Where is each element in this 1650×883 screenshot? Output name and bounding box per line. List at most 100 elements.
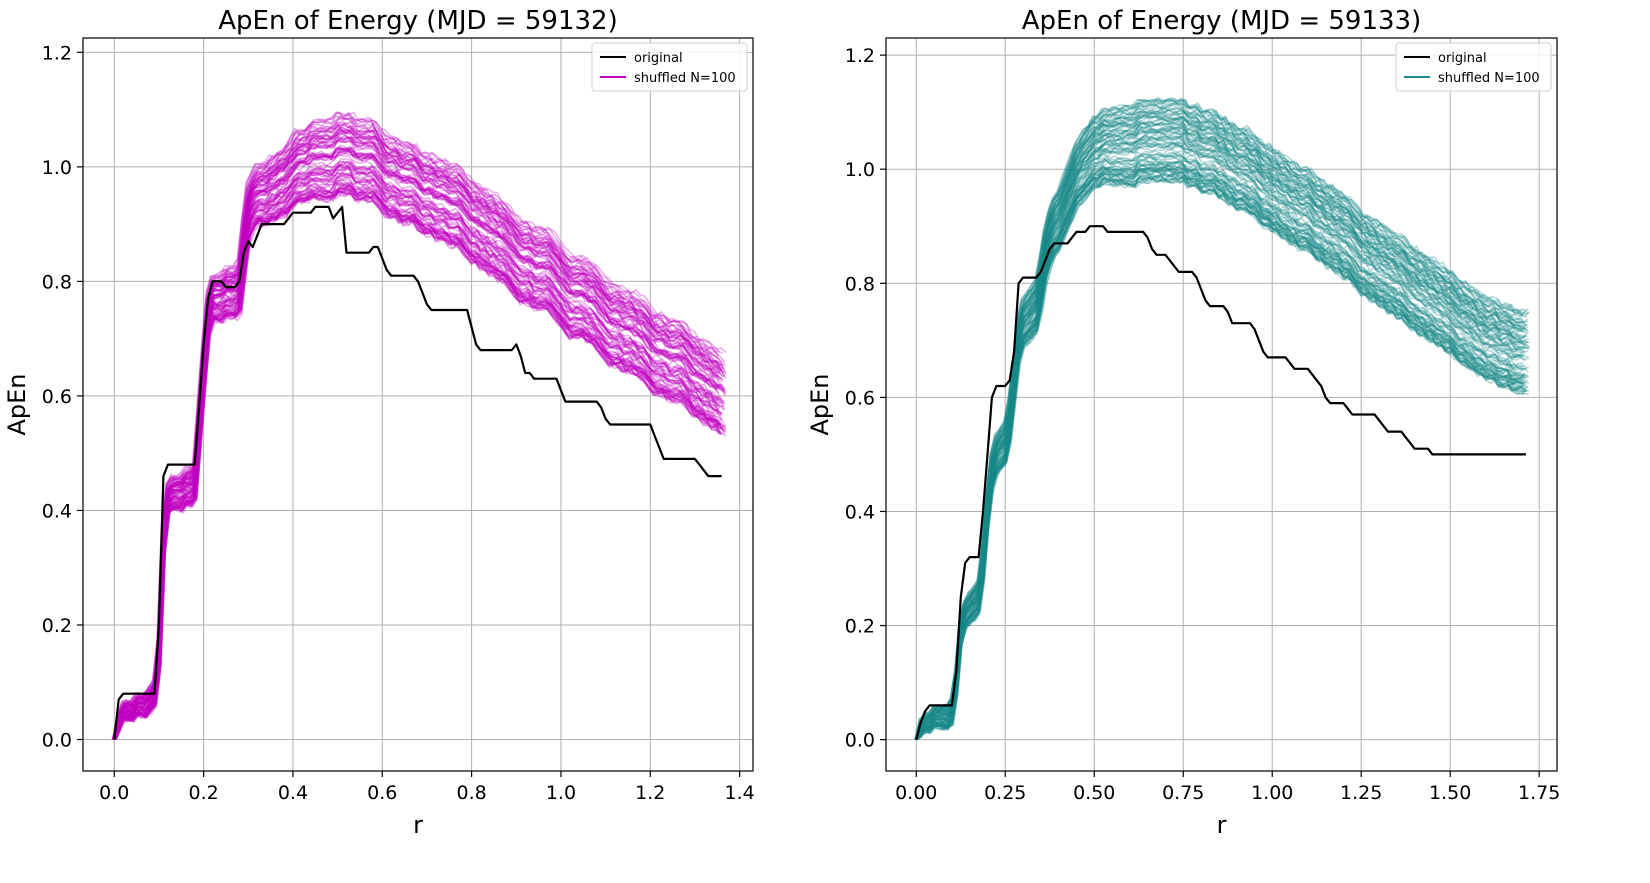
shuffled-line — [114, 188, 725, 740]
shuffled-line — [112, 147, 720, 740]
shuffled-line — [112, 164, 720, 740]
y-tick-label: 0.0 — [845, 730, 875, 752]
shuffled-line — [916, 109, 1529, 740]
shuffled-line — [916, 99, 1531, 740]
shuffled-line — [115, 126, 727, 740]
shuffled-line — [111, 153, 719, 740]
x-tick-label: 1.25 — [1340, 782, 1382, 804]
x-axis-label: r — [413, 811, 423, 839]
shuffled-line — [114, 129, 724, 740]
shuffled-line — [915, 176, 1528, 741]
shuffled-line — [915, 119, 1525, 740]
y-tick-label: 0.4 — [845, 501, 875, 523]
x-tick-label: 1.75 — [1518, 782, 1560, 804]
shuffled-line — [114, 136, 724, 740]
shuffled-line — [113, 182, 722, 740]
y-tick-label: 0.8 — [42, 271, 72, 293]
shuffled-line — [915, 123, 1527, 740]
shuffled-line — [916, 127, 1530, 740]
x-tick-label: 0.8 — [456, 782, 486, 804]
shuffled-line — [114, 167, 725, 740]
shuffled-line — [112, 163, 721, 740]
original-line — [915, 225, 1526, 740]
shuffled-line — [115, 121, 727, 740]
shuffled-line — [113, 171, 722, 740]
shuffled-line — [916, 130, 1528, 740]
shuffled-line — [113, 181, 722, 740]
shuffled-line — [916, 132, 1530, 740]
shuffled-line — [916, 100, 1528, 740]
y-axis-label: ApEn — [806, 373, 834, 435]
shuffled-line — [115, 187, 727, 740]
shuffled-line — [915, 121, 1528, 740]
shuffled-line — [914, 135, 1525, 740]
shuffled-line — [916, 134, 1530, 740]
shuffled-line — [113, 147, 722, 740]
shuffled-line — [916, 177, 1530, 741]
shuffled-line — [115, 149, 726, 740]
shuffled-line — [916, 106, 1529, 740]
shuffled-line — [111, 150, 719, 740]
shuffled-line — [113, 129, 724, 740]
shuffled-line — [112, 181, 720, 740]
x-axis-label: r — [1217, 811, 1227, 839]
shuffled-line — [114, 139, 724, 740]
shuffled-line — [916, 154, 1530, 740]
shuffled-line — [916, 131, 1530, 740]
shuffled-line — [915, 179, 1526, 741]
shuffled-line — [914, 139, 1523, 740]
y-tick-label: 0.0 — [42, 730, 72, 752]
legend: original shuffled N=100 — [1395, 42, 1552, 92]
shuffled-line — [914, 160, 1525, 740]
shuffled-line — [112, 178, 721, 740]
shuffled-line — [113, 128, 722, 740]
shuffled-line — [916, 96, 1529, 740]
y-axis-label: ApEn — [3, 373, 31, 435]
legend-box — [591, 42, 748, 92]
shuffled-line — [915, 126, 1526, 740]
shuffled-line — [113, 132, 724, 740]
shuffled-line — [113, 191, 723, 740]
shuffled-line — [114, 121, 725, 740]
shuffled-line — [112, 136, 720, 740]
shuffled-line — [114, 186, 724, 740]
shuffled-line — [112, 160, 720, 740]
shuffled-line — [114, 161, 726, 740]
legend-entry: original — [634, 51, 683, 66]
shuffled-line — [112, 111, 720, 740]
legend-entry: shuffled N=100 — [634, 71, 736, 86]
shuffled-line — [115, 186, 727, 740]
shuffled-line — [914, 170, 1524, 741]
y-tick-label: 0.2 — [845, 616, 875, 638]
shuffled-line — [113, 185, 722, 740]
y-tick-label: 1.0 — [845, 159, 875, 181]
shuffled-line — [914, 142, 1525, 740]
shuffled-line — [915, 160, 1526, 740]
shuffled-line — [915, 136, 1526, 740]
chart-right: 0.00 0.25 0.50 0.75 1.00 1.25 1.50 1.75 0.0 0.2 0.… — [806, 6, 1560, 839]
y-tick-label: 1.2 — [42, 42, 72, 64]
shuffled-line — [916, 117, 1529, 740]
y-tick-label: 0.8 — [845, 273, 875, 295]
shuffled-line — [113, 171, 723, 740]
legend: original shuffled N=100 — [591, 42, 748, 92]
shuffled-line — [112, 188, 720, 740]
shuffled-line — [113, 191, 722, 740]
y-tick-label: 1.2 — [845, 45, 875, 67]
shuffled-line — [111, 118, 719, 740]
shuffled-line — [914, 154, 1524, 740]
shuffled-line — [115, 183, 727, 740]
shuffled-line — [916, 140, 1529, 740]
shuffled-line — [113, 171, 723, 740]
shuffled-line — [112, 166, 720, 740]
shuffled-line — [915, 166, 1526, 741]
x-tick-label: 0.6 — [367, 782, 397, 804]
shuffled-line — [915, 178, 1527, 741]
shuffled-line — [915, 107, 1526, 740]
x-tick-label: 1.00 — [1251, 782, 1293, 804]
shuffled-line — [114, 160, 725, 740]
original-line — [113, 205, 722, 740]
x-tick-label: 0.00 — [895, 782, 937, 804]
shuffled-line — [915, 128, 1526, 740]
